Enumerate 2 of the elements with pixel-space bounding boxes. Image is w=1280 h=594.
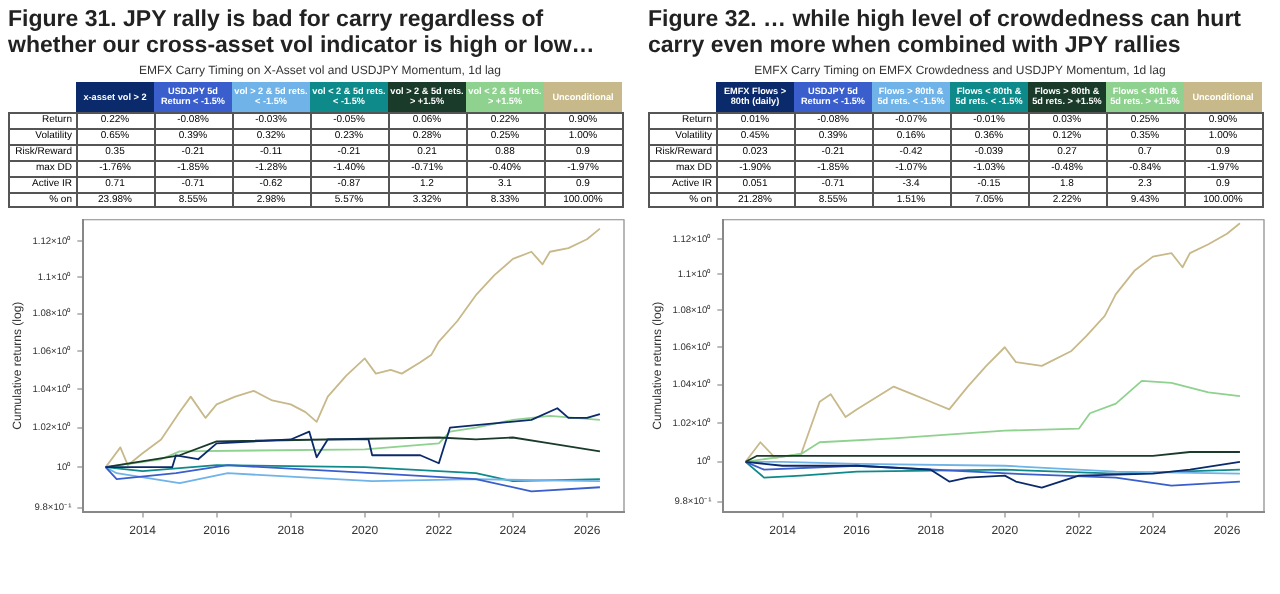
text: Figure 31. JPY rally is bad for carry regardless of whether our cross-asset vol indicator is high or low… [8,8,597,60]
text: Figure 32. … while high level of crowdedness can hurt carry even more when combined with JPY rallies [648,8,1244,60]
